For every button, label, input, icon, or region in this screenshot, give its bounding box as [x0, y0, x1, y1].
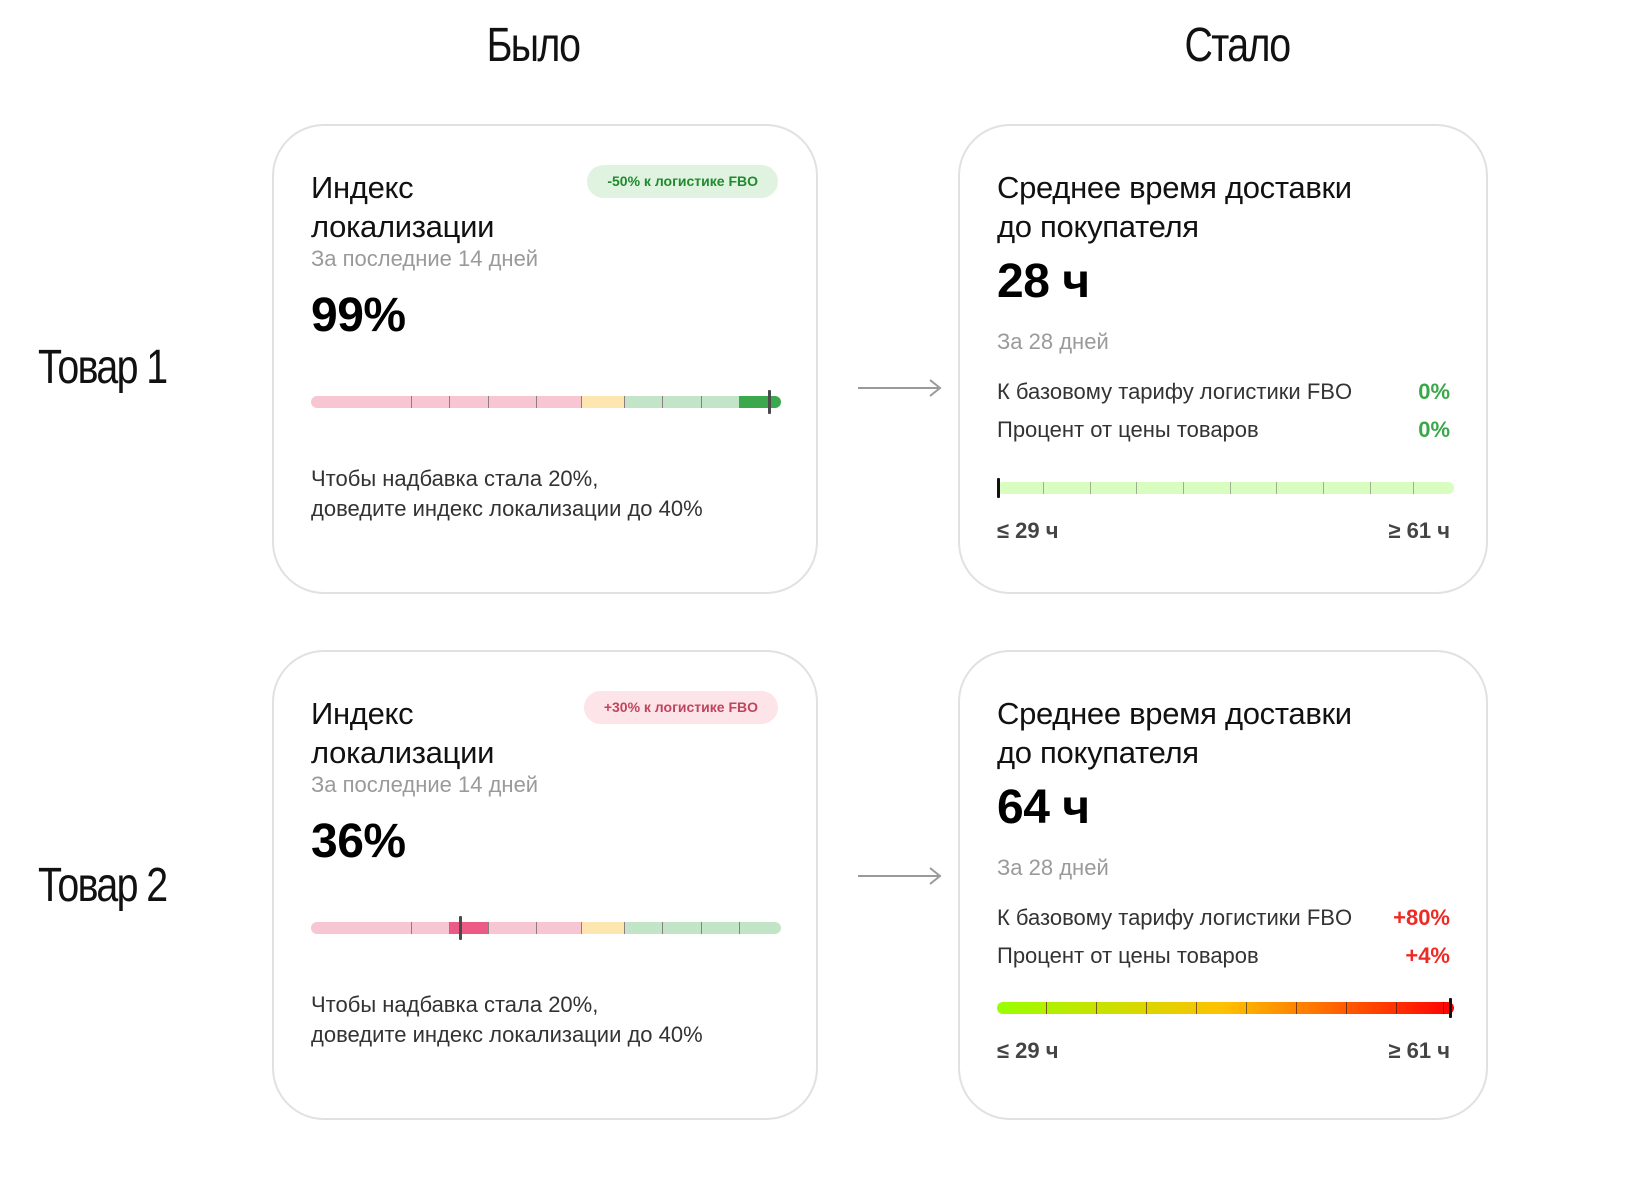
hint-line: Чтобы надбавка стала 20%, [311, 466, 599, 491]
row-label-product-2: Товар 2 [38, 859, 168, 912]
scale-min-label: ≤ 29 ч [997, 518, 1059, 543]
hint-line: Чтобы надбавка стала 20%, [311, 992, 599, 1017]
metric-value: +80% [1393, 905, 1450, 930]
logistics-badge: -50% к логистике FBO [587, 165, 778, 198]
arrow-right-icon [858, 379, 942, 397]
title-line: до покупателя [997, 209, 1199, 244]
delivery-time-card-product-2: Среднее время доставки до покупателя 64 … [958, 650, 1488, 1120]
delivery-time-card-product-1: Среднее время доставки до покупателя 28 … [958, 124, 1488, 594]
delivery-time-value: 64 ч [997, 781, 1090, 834]
card-title: Индекс локализации [311, 168, 494, 246]
metric-label: Процент от цены товаров [997, 943, 1259, 968]
metric-value: 0% [1418, 379, 1450, 404]
period-label: За 28 дней [997, 329, 1109, 354]
title-line: Среднее время доставки [997, 696, 1352, 731]
hint-text: Чтобы надбавка стала 20%, доведите индек… [311, 464, 703, 524]
card-title: Среднее время доставки до покупателя [997, 168, 1352, 246]
card-title: Среднее время доставки до покупателя [997, 694, 1352, 772]
scale-max-label: ≥ 61 ч [1388, 518, 1450, 543]
index-value: 36% [311, 815, 406, 868]
current-value-marker [768, 390, 771, 414]
hint-line: доведите индекс локализации до 40% [311, 1022, 703, 1047]
delivery-time-scale-bar [997, 478, 1454, 498]
scale-min-label: ≤ 29 ч [997, 1038, 1059, 1063]
current-value-marker [459, 916, 462, 940]
title-line: локализации [311, 735, 495, 770]
card-title: Индекс локализации [311, 694, 494, 772]
scale-labels: ≤ 29 ч ≥ 61 ч [997, 1038, 1450, 1064]
title-line: Среднее время доставки [997, 170, 1352, 205]
period-label: За 28 дней [997, 855, 1109, 880]
metric-base-tariff: К базовому тарифу логистики FBO 0% [997, 379, 1450, 405]
metric-label: К базовому тарифу логистики FBO [997, 905, 1353, 930]
arrow-right-icon [858, 867, 942, 885]
current-value-marker [997, 478, 1000, 498]
metric-value: 0% [1418, 417, 1450, 442]
metric-value: +4% [1405, 943, 1450, 968]
localization-index-card-product-2: Индекс локализации +30% к логистике FBO … [272, 650, 818, 1120]
scale-max-label: ≥ 61 ч [1388, 1038, 1450, 1063]
row-label-product-1: Товар 1 [38, 341, 168, 394]
hint-line: доведите индекс локализации до 40% [311, 496, 703, 521]
header-before: Было [486, 19, 582, 72]
metric-label: К базовому тарифу логистики FBO [997, 379, 1353, 404]
localization-index-card-product-1: Индекс локализации -50% к логистике FBO … [272, 124, 818, 594]
current-value-marker [1449, 998, 1452, 1018]
metric-price-percent: Процент от цены товаров 0% [997, 417, 1450, 443]
title-line: Индекс [311, 170, 414, 205]
localization-progress-bar [311, 390, 781, 414]
localization-progress-bar [311, 916, 781, 940]
period-label: За последние 14 дней [311, 772, 539, 797]
metric-label: Процент от цены товаров [997, 417, 1259, 442]
delivery-time-value: 28 ч [997, 255, 1090, 308]
title-line: до покупателя [997, 735, 1199, 770]
scale-labels: ≤ 29 ч ≥ 61 ч [997, 518, 1450, 544]
delivery-time-scale-bar [997, 998, 1454, 1018]
hint-text: Чтобы надбавка стала 20%, доведите индек… [311, 990, 703, 1050]
index-value: 99% [311, 289, 406, 342]
header-after: Стало [1184, 19, 1291, 72]
metric-base-tariff: К базовому тарифу логистики FBO +80% [997, 905, 1450, 931]
title-line: локализации [311, 209, 495, 244]
period-label: За последние 14 дней [311, 246, 539, 271]
metric-price-percent: Процент от цены товаров +4% [997, 943, 1450, 969]
title-line: Индекс [311, 696, 414, 731]
logistics-badge: +30% к логистике FBO [583, 691, 778, 724]
